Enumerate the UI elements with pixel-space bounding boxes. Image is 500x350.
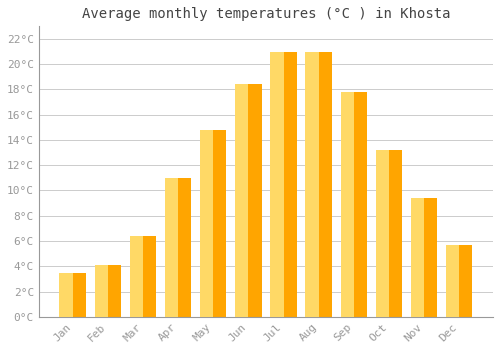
Title: Average monthly temperatures (°C ) in Khosta: Average monthly temperatures (°C ) in Kh… (82, 7, 450, 21)
Bar (446, 245, 472, 317)
Bar (200, 130, 213, 317)
Bar (411, 198, 438, 317)
Bar (446, 245, 459, 317)
Bar (165, 178, 178, 317)
Bar (200, 130, 226, 317)
Bar (376, 150, 402, 317)
Bar (235, 84, 262, 317)
Bar (60, 273, 72, 317)
Bar (306, 51, 318, 317)
Bar (306, 51, 332, 317)
Bar (270, 51, 283, 317)
Bar (60, 273, 86, 317)
Bar (270, 51, 296, 317)
Bar (130, 236, 156, 317)
Bar (130, 236, 143, 317)
Bar (411, 198, 424, 317)
Bar (94, 265, 121, 317)
Bar (376, 150, 389, 317)
Bar (94, 265, 108, 317)
Bar (165, 178, 191, 317)
Bar (340, 92, 354, 317)
Bar (235, 84, 248, 317)
Bar (340, 92, 367, 317)
